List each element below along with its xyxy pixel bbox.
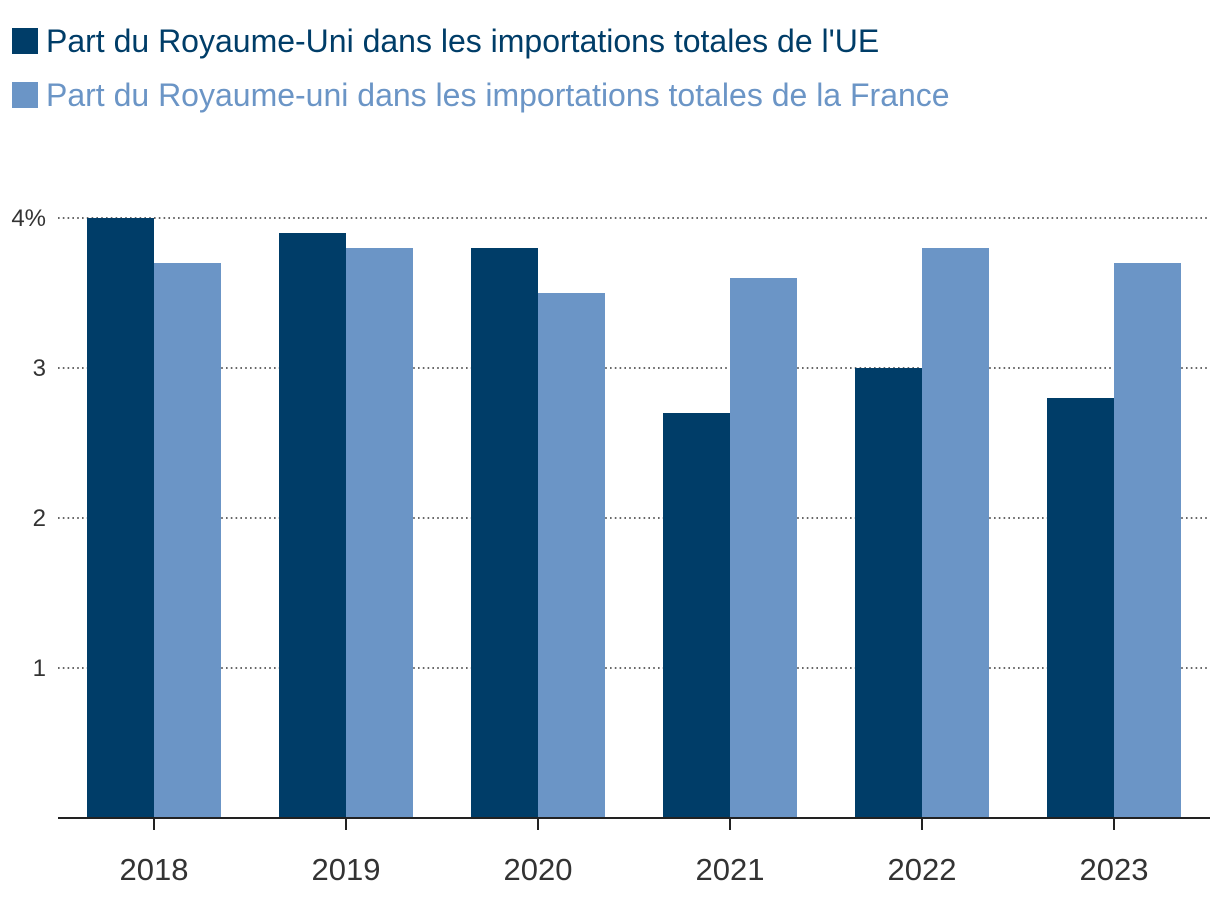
y-tick-label: 4% [11,205,46,232]
bar-uk-france-2021 [730,278,797,818]
bar-uk-france-2022 [922,248,989,818]
x-tick-label-2022: 2022 [888,852,957,887]
legend-item-uk-eu: Part du Royaume-Uni dans les importation… [12,14,950,68]
bar-uk-eu-2018 [87,218,154,818]
bar-uk-eu-2021 [663,413,730,818]
bar-uk-eu-2022 [855,368,922,818]
y-tick-label: 3 [33,355,46,382]
x-tick-label-2020: 2020 [504,852,573,887]
x-tick-label-2018: 2018 [120,852,189,887]
bar-uk-france-2023 [1114,263,1181,818]
bar-uk-eu-2020 [471,248,538,818]
bar-uk-eu-2023 [1047,398,1114,818]
legend: Part du Royaume-Uni dans les importation… [12,14,950,122]
y-tick-label: 2 [33,505,46,532]
gridlines [58,217,1210,669]
legend-item-uk-france: Part du Royaume-uni dans les importation… [12,68,950,122]
y-tick-label: 1 [33,655,46,682]
bar-uk-france-2020 [538,293,605,818]
bar-uk-eu-2019 [279,233,346,818]
bar-uk-france-2018 [154,263,221,818]
bars [87,218,1181,818]
legend-label-uk-france: Part du Royaume-uni dans les importation… [46,76,950,113]
bar-uk-france-2019 [346,248,413,818]
legend-label-uk-eu: Part du Royaume-Uni dans les importation… [46,22,880,59]
legend-swatch-uk-france [12,82,38,108]
x-tick-label-2019: 2019 [312,852,381,887]
x-tick-label-2021: 2021 [696,852,765,887]
legend-swatch-uk-eu [12,28,38,54]
x-tick-label-2023: 2023 [1080,852,1149,887]
axes: 1 2 3 4% 2018 2019 2020 2021 2022 2023 [11,205,1210,887]
